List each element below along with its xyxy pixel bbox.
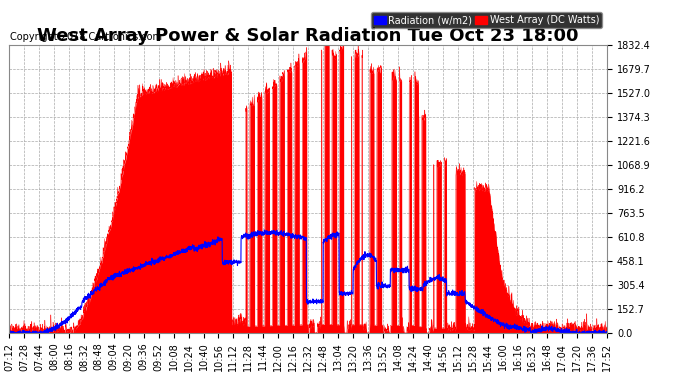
- Title: West Array Power & Solar Radiation Tue Oct 23 18:00: West Array Power & Solar Radiation Tue O…: [37, 27, 579, 45]
- Legend: Radiation (w/m2), West Array (DC Watts): Radiation (w/m2), West Array (DC Watts): [371, 12, 602, 28]
- Text: Copyright 2018 Cartronics.com: Copyright 2018 Cartronics.com: [10, 32, 161, 42]
